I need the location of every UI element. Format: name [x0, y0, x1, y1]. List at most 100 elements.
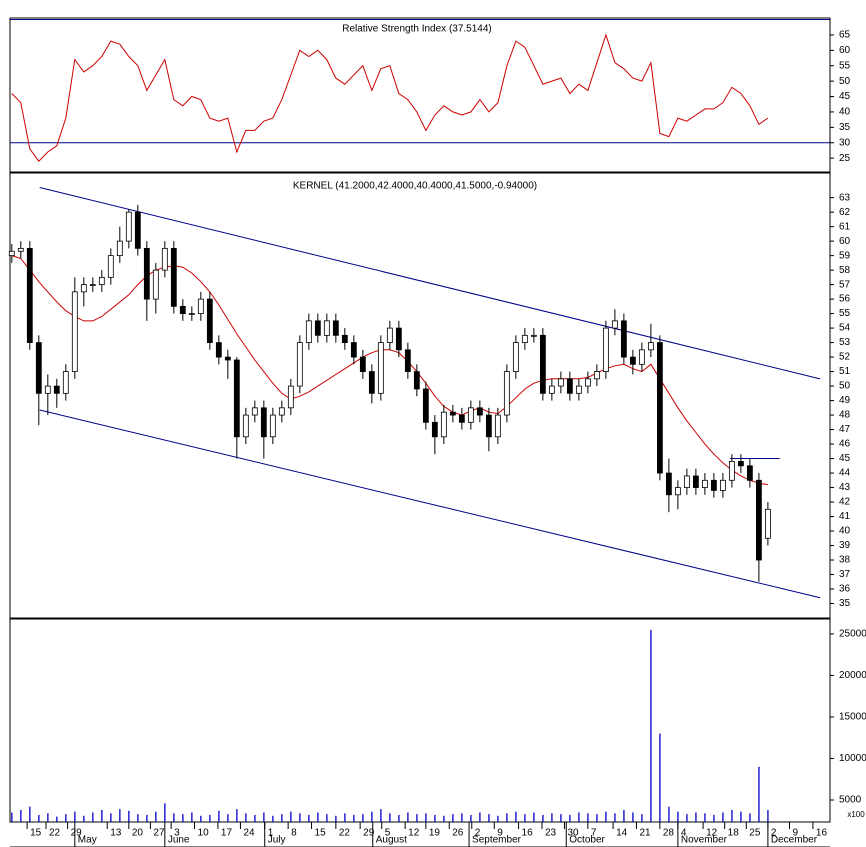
candle-body: [683, 475, 690, 488]
y-tick-label: 15000: [839, 712, 866, 723]
y-tick-label: 25000: [839, 629, 866, 640]
candle-body: [395, 327, 402, 351]
candle-body: [80, 284, 87, 293]
volume-bar: [74, 811, 76, 822]
trend-line: [39, 409, 821, 599]
candle-body: [251, 407, 258, 416]
volume-bar: [20, 809, 22, 822]
y-tick-label: 50: [839, 381, 851, 392]
volume-bar: [686, 814, 688, 822]
volume-bar: [497, 815, 499, 822]
x-tick-label: 12: [408, 828, 420, 839]
candle-body: [584, 378, 591, 387]
volume-bar: [722, 812, 724, 822]
y-tick-label: 35: [839, 598, 851, 609]
candle-body: [440, 411, 447, 438]
candle-body: [215, 342, 222, 358]
volume-bar: [398, 814, 400, 822]
volume-bar: [65, 814, 67, 822]
x-tick-label: 14: [616, 828, 628, 839]
volume-bar: [146, 814, 148, 822]
candle-body: [485, 414, 492, 438]
y-tick-label: 59: [839, 250, 851, 261]
y-tick-label: 45: [839, 453, 851, 464]
candle-body: [701, 479, 708, 488]
volume-bar: [254, 814, 256, 822]
candle-body: [674, 487, 681, 496]
candle-body: [377, 342, 384, 394]
volume-bar: [479, 812, 481, 822]
volume-bar: [200, 815, 202, 822]
volume-bar: [101, 809, 103, 822]
candle-body: [530, 334, 537, 337]
y-tick-label: 36: [839, 584, 851, 595]
volume-bar: [434, 814, 436, 822]
series-line: [11, 33, 769, 162]
volume-bar: [641, 814, 643, 822]
volume-bar: [749, 813, 751, 822]
y-tick-label: 30: [839, 137, 851, 148]
candle-body: [710, 479, 717, 491]
volume-bar: [11, 812, 13, 822]
candle-body: [593, 371, 600, 380]
volume-bar: [83, 815, 85, 822]
volume-bar: [515, 811, 517, 822]
volume-bar: [506, 813, 508, 822]
volume-bar: [461, 813, 463, 822]
x-tick-label: 1: [268, 828, 274, 839]
candle-body: [260, 407, 267, 438]
x-tick-label: 8: [291, 828, 297, 839]
candle-body: [116, 240, 123, 257]
candle-body: [620, 320, 627, 358]
candle-body: [323, 320, 330, 336]
x-tick-label: 19: [429, 828, 441, 839]
x-tick-label: 12: [706, 828, 718, 839]
price-frame: [9, 172, 831, 619]
candle-body: [152, 269, 159, 300]
volume-bar: [371, 811, 373, 822]
volume-bar: [416, 814, 418, 822]
candle-body: [458, 414, 465, 423]
x-tick-label: 17: [221, 828, 233, 839]
x-tick-label: 29: [71, 828, 83, 839]
volume-bar: [263, 812, 265, 822]
candle-body: [746, 465, 753, 481]
y-tick-label: 55: [839, 60, 851, 71]
volume-bar: [137, 814, 139, 822]
candle-body: [53, 385, 60, 394]
volume-bar: [488, 814, 490, 822]
candle-body: [503, 371, 510, 416]
y-tick-label: 49: [839, 395, 851, 406]
month-label: October: [569, 835, 605, 846]
x-tick-label: 16: [816, 828, 828, 839]
volume-bar: [587, 813, 589, 822]
candle-body: [638, 349, 645, 365]
y-tick-label: 35: [839, 122, 851, 133]
candle-body: [413, 371, 420, 390]
candle-body: [611, 320, 618, 329]
candle-body: [89, 284, 96, 287]
rsi-title: Relative Strength Index (37.5144): [342, 24, 492, 35]
candle-body: [107, 255, 114, 278]
candle-body: [368, 371, 375, 394]
x-tick-label: 22: [339, 828, 351, 839]
candle-body: [494, 414, 501, 438]
volume-bar: [155, 811, 157, 822]
candle-body: [62, 371, 69, 394]
y-tick-label: 38: [839, 555, 851, 566]
x-tick-label: 2: [475, 828, 481, 839]
volume-bar: [596, 814, 598, 822]
candle-body: [332, 320, 339, 336]
y-tick-label: 25: [839, 153, 851, 164]
price-title: KERNEL (41.2000,42.4000,40.4000,41.5000,…: [293, 181, 537, 192]
candle-body: [8, 250, 15, 257]
candle-body: [71, 291, 78, 372]
x-tick-label: 24: [243, 828, 255, 839]
candle-body: [224, 356, 231, 361]
x-tick-label: 4: [681, 828, 687, 839]
month-label: June: [168, 835, 190, 846]
candle-body: [737, 461, 744, 467]
month-label: September: [472, 835, 522, 846]
volume-bar: [110, 813, 112, 822]
